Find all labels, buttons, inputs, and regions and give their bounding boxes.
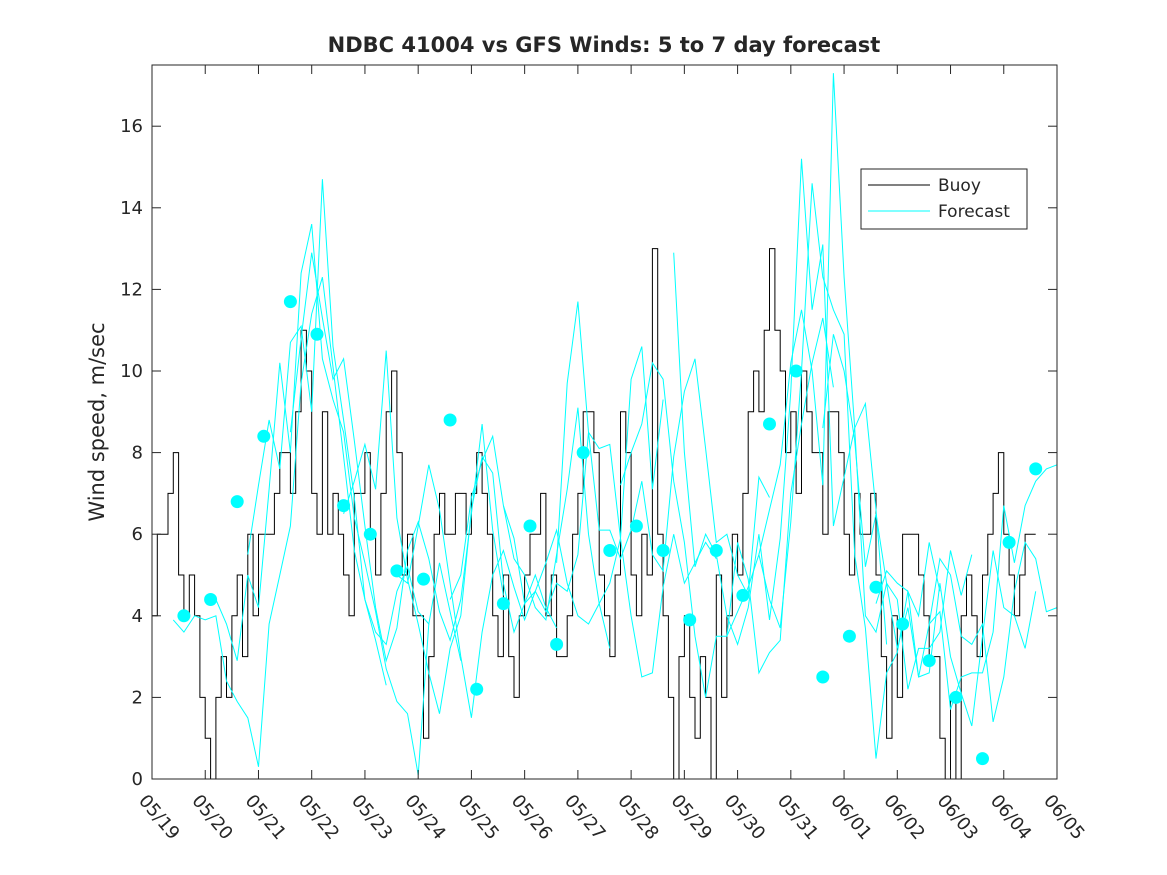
forecast-series-line-9 (556, 301, 770, 598)
forecast-point (603, 544, 617, 557)
forecast-point (230, 495, 244, 509)
forecast-point (683, 613, 697, 627)
forecast-point (496, 597, 510, 611)
forecast-point (257, 429, 271, 443)
legend-box (860, 168, 1028, 230)
forecast-series-line-14 (822, 334, 1037, 727)
forecast-point (896, 617, 910, 631)
forecast-point (177, 609, 191, 623)
forecast-series-line-2 (215, 223, 430, 775)
y-axis-label: Wind speed, m/sec (85, 322, 109, 521)
y-tick-label: 12 (120, 279, 143, 300)
y-tick-label: 16 (120, 116, 143, 137)
forecast-point (922, 654, 936, 668)
forecast-point (390, 564, 404, 578)
forecast-point (310, 327, 324, 341)
forecast-point (949, 690, 963, 704)
y-tick-label: 14 (120, 198, 143, 219)
forecast-point (976, 752, 989, 766)
legend-buoy-label: Buoy (938, 176, 981, 196)
forecast-series-line-3 (247, 179, 462, 661)
forecast-points (177, 295, 1043, 766)
series-layer (152, 73, 1058, 780)
forecast-point (656, 544, 670, 557)
forecast-point (337, 499, 351, 513)
y-tick-label: 8 (132, 443, 143, 464)
forecast-point (789, 364, 803, 378)
forecast-point (576, 446, 590, 460)
chart-title: NDBC 41004 vs GFS Winds: 5 to 7 day fore… (328, 33, 881, 57)
legend: Buoy Forecast (860, 168, 1028, 230)
forecast-point (1029, 462, 1043, 476)
forecast-series-line-5 (343, 350, 558, 714)
forecast-series-line-15 (875, 541, 1058, 723)
forecast-series-line-11 (673, 158, 888, 646)
forecast-point (763, 417, 776, 431)
forecast-point (842, 629, 856, 643)
forecast-point (204, 593, 218, 606)
forecast-point (709, 544, 723, 557)
forecast-point (470, 682, 484, 696)
forecast-point (283, 295, 297, 309)
forecast-series-line-6 (396, 464, 611, 718)
axes-box (151, 64, 1058, 780)
forecast-point (816, 670, 830, 684)
y-tick-label: 4 (132, 606, 143, 627)
forecast-series-line-16 (928, 464, 1058, 710)
forecast-point (1002, 535, 1016, 549)
forecast-series-line-8 (502, 430, 717, 678)
y-tick-label: 0 (132, 769, 143, 790)
forecast-point (629, 519, 643, 533)
forecast-series-line-1 (172, 277, 387, 767)
forecast-point (869, 580, 883, 594)
forecast-series-line-13 (758, 73, 973, 690)
forecast-point (363, 527, 377, 541)
y-tick-label: 10 (120, 361, 143, 382)
legend-forecast-label: Forecast (938, 202, 1010, 222)
forecast-point (417, 572, 430, 586)
forecast-point (443, 413, 457, 427)
forecast-point (736, 588, 750, 602)
y-tick-label: 6 (132, 524, 143, 545)
y-tick-label: 2 (132, 687, 143, 708)
forecast-point (550, 637, 564, 651)
forecast-series-line-12 (726, 183, 941, 759)
forecast-point (523, 519, 537, 533)
